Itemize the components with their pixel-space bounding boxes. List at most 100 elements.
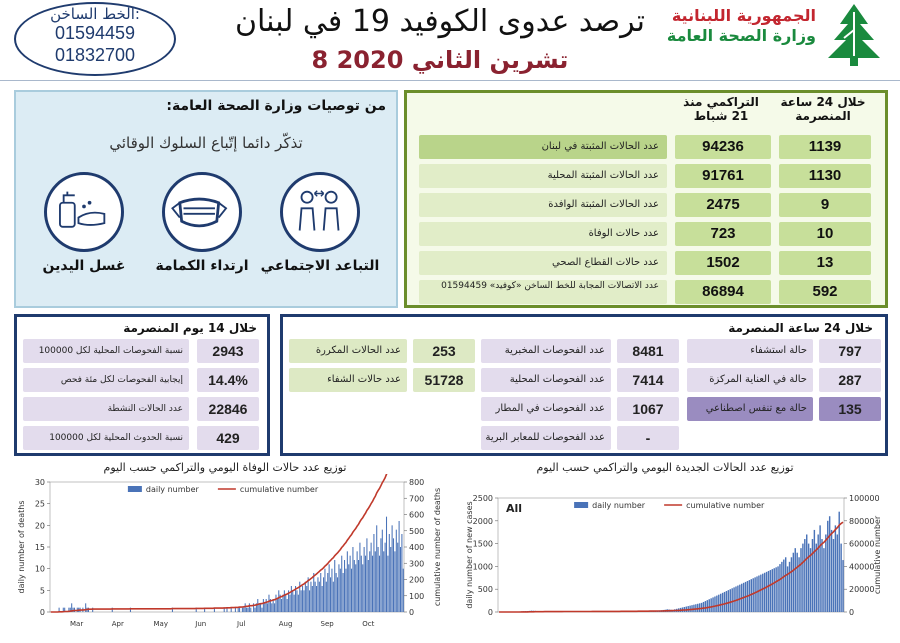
summary-last24-value: 1139 — [779, 135, 871, 159]
summary-panel: خلال 24 ساعة المنصرمة التراكمي منذ 21 شب… — [404, 90, 888, 308]
last14-label: إيجابية الفحوصات لكل مئة فحص — [23, 368, 189, 392]
daily-bar — [307, 577, 309, 612]
summary-last24-value: 9 — [779, 193, 871, 217]
daily-bar — [230, 607, 232, 612]
daily-bar — [760, 574, 762, 612]
daily-bar — [299, 581, 301, 612]
daily-bar — [304, 581, 306, 612]
other-value: 51728 — [413, 368, 475, 392]
daily-bar — [278, 590, 280, 612]
daily-bar — [779, 564, 781, 612]
daily-bar — [353, 560, 355, 612]
legend-daily-swatch — [574, 502, 589, 508]
daily-bar — [341, 555, 343, 612]
daily-bar — [317, 577, 319, 612]
report-date: 8 تشرين الثاني 2020 — [311, 46, 569, 74]
daily-bar — [62, 607, 64, 612]
daily-bar — [323, 577, 325, 612]
daily-bar — [371, 555, 374, 612]
y2-tick-label: 300 — [409, 559, 424, 568]
daily-bar — [693, 604, 695, 612]
last14-value: 22846 — [197, 397, 259, 421]
summary-last24-value: 13 — [779, 251, 871, 275]
hospital-label: حالة استشفاء — [687, 339, 813, 363]
daily-bar — [247, 607, 249, 612]
y-tick-label: 500 — [478, 585, 493, 594]
tests-label: عدد الفحوصات للمعابر البرية — [481, 426, 611, 450]
month-label: Jun — [194, 620, 206, 628]
daily-bar — [697, 603, 699, 612]
daily-bar — [823, 548, 825, 612]
daily-bar — [362, 564, 364, 612]
legend-daily-swatch — [127, 486, 142, 492]
page-title: ترصد عدوى الكوفيد 19 في لبنان — [234, 4, 646, 39]
y-tick-label: 0 — [40, 608, 45, 617]
daily-bar — [311, 586, 313, 612]
y2-tick-label: 600 — [409, 511, 424, 520]
daily-bar — [352, 547, 354, 612]
reco-label-handwash: غسل اليدين — [42, 258, 126, 274]
y2-tick-label: 80000 — [849, 517, 874, 526]
daily-bar — [283, 590, 285, 612]
daily-bar — [367, 560, 369, 612]
daily-bar — [300, 590, 302, 612]
daily-bar — [731, 588, 733, 612]
y-tick-label: 1000 — [473, 562, 493, 571]
daily-bar — [723, 591, 726, 612]
social-distancing-icon — [280, 172, 360, 252]
recommendations-title: من توصيات وزارة الصحة العامة: — [166, 98, 386, 114]
daily-bar — [402, 568, 404, 612]
daily-bar — [401, 534, 403, 612]
daily-bar — [735, 586, 737, 612]
daily-bar — [374, 551, 376, 612]
daily-bar — [702, 601, 705, 612]
daily-bar — [257, 599, 259, 612]
daily-bar — [378, 555, 381, 612]
daily-bar — [313, 573, 315, 612]
daily-bar — [58, 607, 60, 612]
summary-row-label: عدد الاتصالات المجابة للخط الساخن «كوفيد… — [419, 280, 667, 304]
legend-daily-label: daily number — [146, 485, 200, 494]
ministry-line-1: الجمهورية اللبنانية — [671, 6, 816, 25]
daily-bar — [337, 577, 339, 612]
last14-label: نسبة الفحوصات المحلية لكل 100000 — [23, 339, 189, 363]
daily-bar — [271, 603, 273, 612]
y2-axis-label: cumulative number — [873, 515, 882, 594]
hospital-value: 287 — [819, 368, 881, 392]
summary-cumulative-value: 86894 — [675, 280, 771, 304]
daily-bar — [254, 607, 256, 612]
daily-bar — [306, 586, 308, 612]
tests-label: عدد الفحوصات المحلية — [481, 368, 611, 392]
month-label: Oct — [362, 620, 374, 628]
last24-panel: خلال 24 ساعة المنصرمة 797 حالة استشفاء 287… — [280, 314, 888, 456]
summary-row-label: عدد حالات الوفاة — [419, 222, 667, 246]
cases-chart-title: توزيع عدد الحالات الجديدة اليومي والتراك… — [536, 461, 794, 474]
summary-last24-value: 10 — [779, 222, 871, 246]
daily-bar — [798, 557, 800, 612]
daily-bar — [332, 581, 334, 612]
daily-bar — [345, 568, 347, 612]
daily-bar — [840, 543, 842, 612]
daily-bar — [264, 603, 266, 612]
daily-bar — [838, 511, 840, 612]
daily-bar — [272, 599, 274, 612]
daily-bar — [72, 607, 74, 612]
daily-bar — [204, 607, 206, 612]
daily-bar — [351, 568, 353, 612]
daily-bar — [356, 551, 358, 612]
daily-bar — [364, 555, 367, 612]
cases-chart: 0 500 1000 1500 2000 2500 0 20000 40000 60000 8000… — [465, 494, 882, 617]
daily-bar — [721, 592, 724, 612]
daily-bar — [712, 597, 714, 612]
daily-bar — [828, 516, 831, 612]
daily-bar — [129, 607, 131, 612]
summary-cumulative-value: 91761 — [675, 164, 771, 188]
daily-bar — [384, 542, 386, 612]
daily-bar — [265, 599, 267, 612]
daily-bar — [318, 581, 320, 612]
tests-label: عدد الفحوصات في المطار — [481, 397, 611, 421]
daily-bar — [381, 529, 383, 612]
y2-tick-label: 200 — [409, 576, 424, 585]
daily-bar — [387, 555, 389, 612]
daily-bar — [391, 525, 393, 612]
